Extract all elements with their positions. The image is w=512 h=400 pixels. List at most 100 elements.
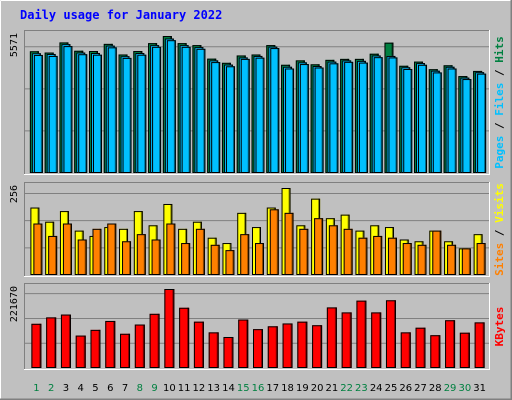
x-tick-label: 8: [137, 383, 143, 394]
bar-kbytes-day-30: [459, 332, 470, 369]
bar-fill: [270, 48, 280, 173]
bar-fill: [314, 218, 324, 275]
bar-fill: [181, 243, 191, 275]
bar-fill: [253, 329, 263, 368]
bar-fill: [107, 47, 117, 173]
bar-fill: [373, 235, 383, 275]
bar-fill: [385, 300, 396, 368]
x-tick-label: 27: [414, 383, 427, 394]
legend-sites: Sites: [493, 243, 506, 276]
bar-sites-day-19: [299, 228, 309, 275]
bar-pages-day-29: [447, 68, 457, 173]
bar-fill: [240, 234, 250, 275]
bar-outline: [344, 61, 354, 173]
bar-kbytes-day-22: [341, 312, 352, 368]
bar-sites-day-31: [476, 243, 486, 275]
bar-outline: [477, 73, 487, 173]
bar-kbytes-day-11: [179, 307, 190, 369]
bar-fill: [462, 79, 472, 173]
bar-outline: [371, 312, 382, 368]
bar-outline: [240, 58, 250, 173]
bar-pages-day-30: [462, 79, 472, 173]
bar-fill: [107, 223, 117, 275]
bar-fill: [358, 237, 368, 275]
bar-outline: [240, 234, 250, 276]
bar-outline: [107, 223, 117, 276]
bar-outline: [92, 228, 102, 275]
bar-pages-day-4: [78, 54, 88, 174]
bar-outline: [195, 228, 205, 275]
bar-outline: [314, 218, 324, 275]
x-tick-label: 22: [340, 383, 353, 394]
bar-outline: [403, 68, 413, 173]
bar-sites-day-14: [225, 250, 235, 275]
bar-fill: [417, 244, 427, 275]
bar-outline: [255, 243, 264, 275]
bar-outline: [269, 209, 279, 275]
x-tick-label: 5: [92, 383, 98, 394]
bar-outline: [299, 228, 309, 275]
bar-fill: [149, 313, 160, 368]
bar-kbytes-day-20: [312, 325, 323, 369]
bar-fill: [459, 332, 470, 368]
bar-sites-day-12: [195, 228, 205, 275]
bar-fill: [179, 307, 190, 368]
bar-fill: [75, 335, 86, 368]
bar-outline: [400, 332, 411, 369]
x-tick-label: 11: [178, 383, 191, 394]
x-tick-label: 14: [222, 383, 235, 394]
bar-outline: [282, 323, 293, 369]
bar-fill: [447, 68, 457, 173]
bar-sites-day-10: [166, 223, 176, 276]
bar-fill: [329, 63, 339, 174]
bar-kbytes-day-14: [223, 336, 234, 368]
bar-fill: [356, 300, 367, 368]
bar-outline: [329, 63, 339, 174]
bar-fill: [403, 68, 413, 173]
bar-pages-day-7: [122, 57, 132, 173]
bar-pages-day-2: [48, 55, 58, 173]
x-tick-label: 24: [370, 383, 383, 394]
bar-pages-day-6: [107, 47, 117, 173]
bar-sites-day-24: [373, 235, 383, 276]
bar-fill: [164, 289, 175, 368]
bar-sites-day-25: [387, 237, 397, 275]
bar-pages-day-24: [373, 57, 383, 173]
x-tick-label: 12: [193, 383, 206, 394]
bar-fill: [387, 237, 397, 275]
bar-sites-day-7: [122, 241, 132, 275]
bar-outline: [166, 223, 176, 276]
bar-kbytes-day-4: [75, 335, 86, 368]
bar-fill: [371, 312, 382, 368]
bar-outline: [78, 54, 88, 173]
bar-outline: [208, 332, 219, 369]
bar-fill: [299, 228, 309, 275]
bar-pages-day-28: [432, 72, 442, 173]
bar-sites-day-23: [358, 237, 368, 275]
x-tick-label: 25: [385, 383, 398, 394]
bar-sites-day-28: [432, 230, 442, 275]
legend-separator: /: [493, 116, 506, 136]
bar-outline: [60, 314, 71, 368]
legend-separator: /: [493, 63, 506, 83]
bar-outline: [432, 230, 442, 275]
bar-fill: [388, 57, 398, 174]
bar-pages-day-9: [152, 46, 162, 173]
bar-outline: [461, 248, 471, 275]
bar-kbytes-day-12: [193, 321, 204, 368]
x-tick-label: 18: [281, 383, 294, 394]
y-max-label: 5571: [9, 33, 20, 57]
bar-kbytes-day-24: [371, 312, 382, 368]
bar-kbytes-day-10: [164, 289, 175, 368]
bar-fill: [151, 239, 161, 275]
legend-pages: Pages: [493, 136, 506, 169]
bar-outline: [223, 336, 234, 368]
bar-outline: [314, 67, 324, 173]
bar-fill: [92, 228, 102, 275]
legend-visits: Visits: [493, 183, 506, 223]
legend-files: Files: [493, 83, 506, 116]
bar-outline: [459, 332, 470, 369]
bar-kbytes-day-31: [474, 322, 485, 368]
bar-pages-day-20: [314, 67, 324, 173]
